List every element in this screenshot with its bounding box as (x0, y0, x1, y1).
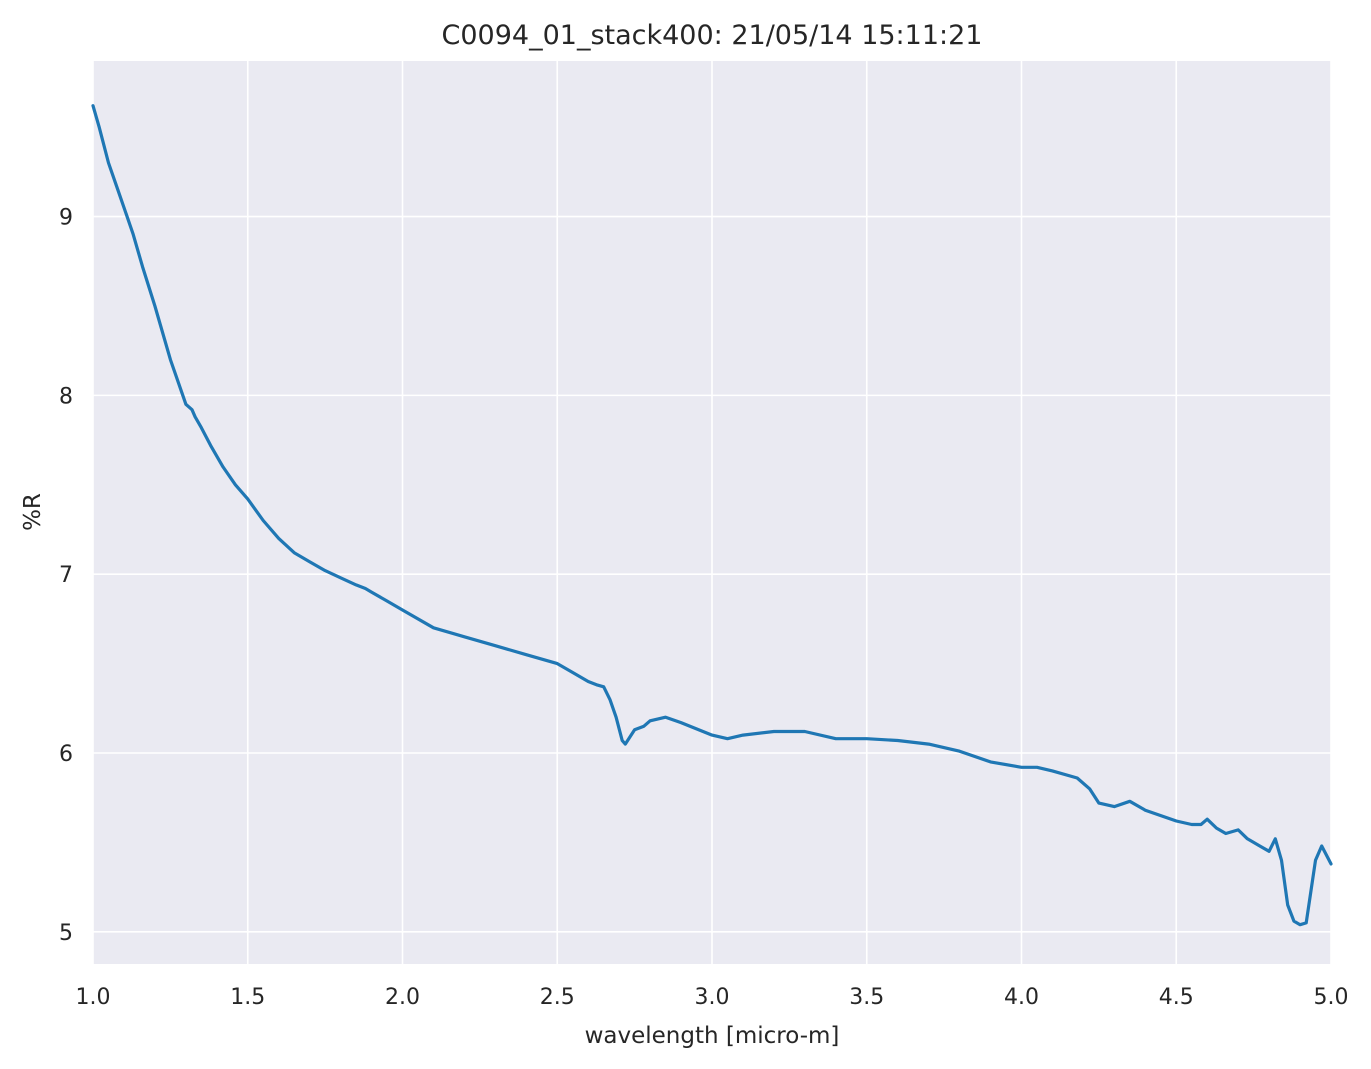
x-tick-label: 2.5 (540, 985, 575, 1010)
x-axis-label: wavelength [micro-m] (585, 1023, 840, 1049)
y-tick-label: 7 (59, 563, 73, 588)
x-tick-label: 4.0 (1004, 985, 1039, 1010)
x-tick-label: 1.0 (76, 985, 111, 1010)
chart-title: C0094_01_stack400: 21/05/14 15:11:21 (442, 20, 983, 51)
x-tick-labels: 1.0 1.5 2.0 2.5 3.0 3.5 4.0 4.5 5.0 (76, 985, 1349, 1010)
x-tick-label: 2.0 (385, 985, 420, 1010)
y-tick-label: 6 (59, 742, 73, 767)
x-tick-label: 4.5 (1159, 985, 1194, 1010)
y-tick-label: 5 (59, 921, 73, 946)
y-tick-label: 8 (59, 384, 73, 409)
x-gridlines (92, 61, 1332, 964)
x-tick-label: 1.5 (230, 985, 265, 1010)
y-tick-label: 9 (59, 206, 73, 231)
series-line (91, 104, 1333, 927)
x-tick-label: 3.5 (849, 985, 884, 1010)
y-tick-labels: 5 6 7 8 9 (59, 206, 73, 946)
y-axis-label: %R (20, 493, 46, 531)
x-tick-label: 5.0 (1314, 985, 1349, 1010)
y-gridlines (93, 215, 1331, 933)
x-tick-label: 3.0 (695, 985, 730, 1010)
